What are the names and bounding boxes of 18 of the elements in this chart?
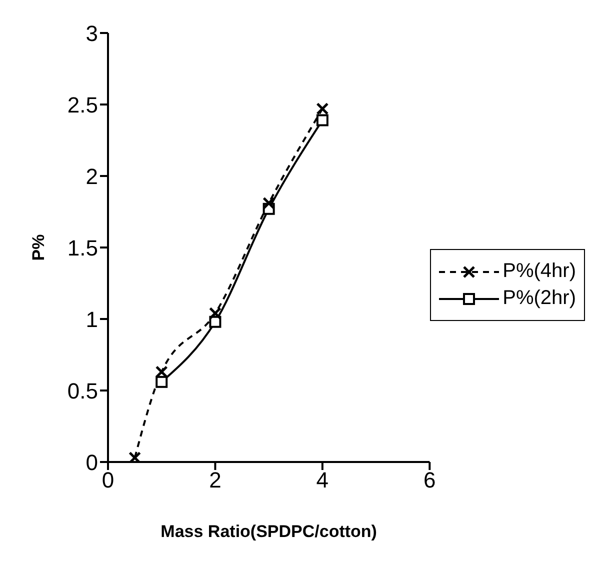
legend-label: P%(4hr): [502, 260, 576, 283]
point: [316, 114, 328, 126]
point: [209, 316, 222, 328]
y-tick-label: 2.5: [67, 92, 98, 118]
point: [156, 376, 168, 388]
y-tick-label: 1: [86, 306, 98, 332]
x-tick-label: 2: [209, 468, 222, 493]
x-axis-title: Mass Ratio(SPDPC/cotton): [160, 522, 377, 541]
legend-label: P%(2hr): [502, 287, 576, 310]
y-tick-label: 0: [86, 450, 98, 475]
y-tick-label: 2: [86, 164, 98, 189]
x-tick-label: 4: [316, 468, 329, 493]
y-tick-label: 3: [86, 20, 98, 46]
y-tick-label: 0.5: [67, 378, 98, 404]
y-axis-title: P%: [29, 234, 48, 261]
y-tick-label: 1.5: [67, 235, 98, 260]
x-tick-label: 0: [102, 468, 114, 493]
x-tick-label: 6: [424, 468, 436, 493]
